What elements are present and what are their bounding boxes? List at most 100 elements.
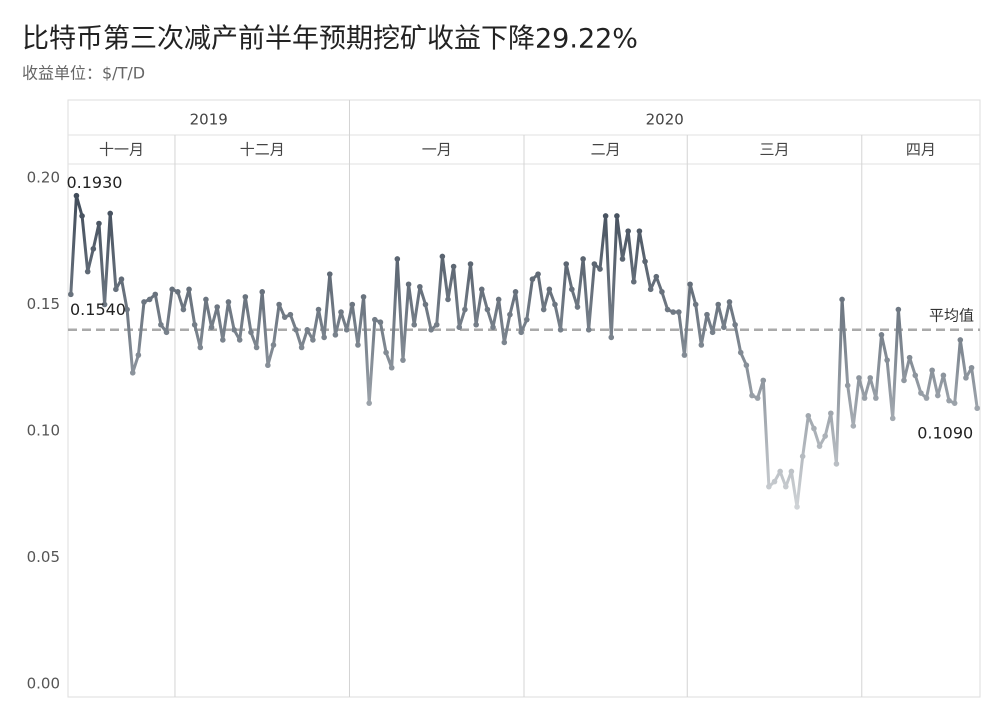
point bbox=[569, 286, 575, 293]
point bbox=[394, 256, 401, 262]
point bbox=[901, 377, 907, 384]
point bbox=[608, 334, 615, 341]
point bbox=[360, 294, 367, 300]
point bbox=[315, 306, 322, 313]
point bbox=[585, 327, 592, 333]
point bbox=[287, 311, 294, 318]
point bbox=[557, 327, 564, 333]
point bbox=[293, 327, 299, 333]
point bbox=[839, 296, 845, 303]
point bbox=[383, 349, 389, 356]
annotation: 0.1090 bbox=[917, 424, 973, 443]
y-tick-label: 0.20 bbox=[27, 169, 60, 187]
point bbox=[338, 309, 344, 315]
point bbox=[715, 301, 722, 308]
point bbox=[422, 301, 429, 308]
point bbox=[929, 367, 935, 374]
point bbox=[861, 395, 868, 401]
point bbox=[428, 327, 434, 333]
point bbox=[726, 299, 733, 305]
point bbox=[445, 296, 451, 303]
point bbox=[546, 286, 553, 293]
point bbox=[473, 321, 479, 328]
point bbox=[889, 415, 896, 422]
point bbox=[642, 258, 648, 265]
point bbox=[721, 324, 727, 331]
point bbox=[884, 357, 890, 363]
point bbox=[816, 443, 823, 449]
point bbox=[439, 253, 446, 260]
point bbox=[777, 468, 783, 475]
point bbox=[737, 349, 744, 356]
point bbox=[113, 286, 119, 293]
point bbox=[248, 329, 254, 336]
point bbox=[507, 311, 513, 318]
point bbox=[231, 327, 237, 333]
point bbox=[923, 395, 930, 401]
y-tick-label: 0.05 bbox=[27, 548, 60, 566]
point bbox=[782, 483, 789, 490]
annotation: 0.1930 bbox=[66, 173, 122, 192]
point bbox=[856, 375, 862, 381]
point bbox=[906, 354, 913, 361]
point bbox=[343, 327, 350, 333]
point bbox=[84, 268, 91, 275]
point bbox=[169, 286, 175, 293]
point bbox=[867, 375, 874, 381]
point bbox=[524, 316, 530, 323]
point bbox=[771, 478, 778, 485]
point bbox=[253, 344, 260, 351]
point bbox=[552, 301, 558, 308]
point bbox=[433, 321, 440, 328]
point bbox=[501, 339, 508, 346]
point bbox=[614, 213, 620, 219]
point bbox=[462, 306, 468, 313]
point bbox=[332, 332, 339, 338]
point bbox=[124, 306, 130, 313]
point bbox=[180, 306, 187, 313]
point bbox=[518, 329, 524, 336]
point bbox=[236, 337, 243, 343]
point bbox=[377, 319, 384, 326]
point bbox=[220, 337, 226, 343]
point bbox=[540, 306, 547, 313]
month-label: 十二月 bbox=[240, 141, 285, 159]
point bbox=[158, 321, 164, 328]
point bbox=[630, 278, 637, 285]
point bbox=[304, 327, 311, 333]
point bbox=[670, 309, 676, 315]
point bbox=[265, 362, 271, 369]
point bbox=[625, 228, 631, 234]
point bbox=[411, 321, 418, 328]
point bbox=[529, 276, 536, 283]
point bbox=[754, 395, 761, 401]
point bbox=[844, 382, 851, 389]
point bbox=[940, 372, 947, 379]
point bbox=[310, 337, 316, 343]
point bbox=[636, 228, 643, 234]
point bbox=[574, 304, 581, 310]
point bbox=[681, 352, 688, 358]
point bbox=[326, 271, 333, 277]
point bbox=[146, 296, 153, 303]
point bbox=[281, 314, 288, 320]
point bbox=[96, 220, 102, 227]
point bbox=[298, 344, 305, 351]
point bbox=[388, 364, 395, 371]
point bbox=[405, 281, 412, 288]
point bbox=[225, 299, 232, 305]
point bbox=[591, 261, 598, 267]
point bbox=[355, 342, 361, 348]
point bbox=[968, 364, 975, 371]
point bbox=[214, 304, 220, 310]
point bbox=[163, 329, 170, 336]
point bbox=[619, 256, 626, 262]
point bbox=[963, 375, 969, 381]
point bbox=[135, 352, 142, 358]
point bbox=[749, 392, 755, 399]
y-tick-label: 0.15 bbox=[27, 295, 60, 313]
y-tick-label: 0.10 bbox=[27, 422, 60, 440]
point bbox=[276, 301, 282, 308]
point bbox=[799, 453, 806, 460]
